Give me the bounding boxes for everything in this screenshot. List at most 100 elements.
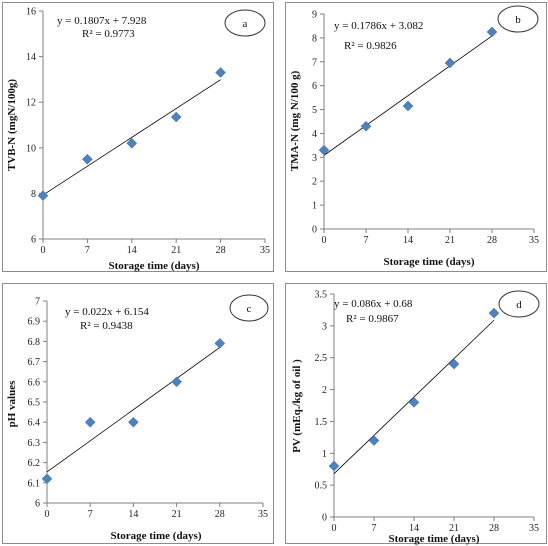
y-tick-label: 14 (26, 52, 36, 63)
y-tick-label: 7 (312, 57, 317, 68)
x-axis-label: Storage time (days) (383, 256, 474, 268)
x-tick-label: 0 (41, 245, 46, 256)
x-tick-label: 21 (172, 509, 182, 520)
data-point (402, 100, 414, 112)
x-tick-label: 21 (171, 245, 181, 256)
data-point (171, 376, 182, 388)
r-squared-label: R² = 0.9773 (82, 28, 135, 40)
x-tick-label: 0 (332, 523, 337, 534)
y-tick-label: 6.9 (28, 317, 41, 328)
y-tick-label: 7 (35, 297, 40, 308)
x-tick-label: 14 (127, 245, 137, 256)
data-point (318, 144, 330, 156)
data-point (488, 307, 500, 319)
y-tick-label: 1 (312, 201, 317, 212)
r-squared-label: R² = 0.9867 (346, 313, 399, 325)
y-tick-label: 6.3 (28, 438, 41, 449)
data-point (368, 435, 380, 446)
y-axis-label: TMA-N (mg N/100 g) (289, 70, 301, 171)
y-axis-label: TVB-N (mgN/100g) (6, 79, 18, 171)
y-tick-label: 0 (312, 225, 317, 236)
data-point (37, 190, 49, 202)
trendline (42, 79, 221, 196)
x-tick-label: 7 (364, 235, 369, 246)
y-tick-label: 8 (312, 33, 317, 44)
r-squared-label: R² = 0.9826 (344, 40, 397, 52)
data-point (444, 57, 456, 69)
y-tick-label: 6.8 (28, 337, 41, 348)
data-point (41, 473, 53, 485)
y-axis-label: PV (mEq./kg of oil ) (291, 359, 303, 453)
panel-letter-badge (229, 294, 269, 322)
y-tick-label: 1 (322, 449, 327, 460)
y-tick-label: 6.1 (28, 478, 41, 489)
y-tick-label: 2 (322, 385, 327, 396)
data-point (170, 111, 182, 123)
trendline-equation: y = 0.022x + 6.154 (65, 306, 149, 318)
y-tick-label: 1.5 (315, 417, 328, 428)
x-tick-label: 35 (529, 523, 539, 534)
x-tick-label: 14 (128, 509, 138, 520)
y-tick-label: 3 (312, 153, 317, 164)
x-tick-label: 28 (216, 245, 226, 256)
panel-letter: a (243, 18, 248, 30)
y-tick-label: 10 (26, 143, 36, 154)
y-tick-label: 4 (312, 129, 317, 140)
x-tick-label: 7 (372, 523, 377, 534)
data-point (126, 137, 138, 149)
y-tick-label: 9 (312, 10, 317, 21)
y-tick-label: 12 (26, 98, 36, 109)
panel-letter-badge (497, 5, 539, 33)
y-tick-label: 6 (31, 235, 36, 246)
chart-panel-d: 0 7 14 21 28 35 0 0.5 1 1.5 2 2.5 3 3.5 PV (mEq./kg o… (285, 283, 547, 545)
x-tick-label: 35 (529, 235, 539, 246)
data-point (408, 396, 420, 408)
x-tick-label: 21 (445, 235, 455, 246)
data-point (486, 26, 498, 38)
trendline (46, 347, 221, 473)
x-tick-label: 0 (322, 235, 327, 246)
data-point (82, 153, 93, 165)
y-tick-label: 2 (312, 177, 317, 188)
chart-c: 0 7 14 21 28 3566.16.26.36.46.56.66.76.86.97 … (6, 294, 269, 542)
trendline-equation: y = 0.1807x + 7.928 (57, 15, 147, 27)
chart-d: 0 7 14 21 28 35 0 0.5 1 1.5 2 2.5 3 3.5 PV (mEq./kg o… (291, 290, 540, 545)
x-tick-label: 14 (403, 235, 413, 246)
x-tick-label: 21 (449, 523, 459, 534)
y-tick-label: 6.7 (28, 357, 41, 368)
panel-letter: c (247, 303, 252, 315)
y-tick-label: 3.5 (315, 290, 328, 301)
y-tick-label: 6.6 (28, 377, 41, 388)
x-tick-label: 35 (260, 245, 270, 256)
panel-letter: b (515, 14, 521, 26)
x-axis-label: Storage time (days) (110, 530, 201, 542)
y-tick-label: 0 (322, 513, 327, 524)
x-tick-label: 28 (487, 235, 497, 246)
y-tick-label: 6 (35, 499, 40, 510)
x-tick-label: 35 (258, 509, 268, 520)
trendline-equation: y = 0.086x + 0.68 (334, 298, 413, 310)
x-tick-label: 0 (45, 509, 50, 520)
panel-letter: d (516, 299, 522, 311)
data-point (448, 358, 460, 370)
y-tick-label: 8 (31, 189, 36, 200)
y-tick-label: 16 (26, 7, 36, 18)
y-tick-label: 6 (312, 81, 317, 92)
x-tick-label: 28 (489, 523, 499, 534)
chart-panel-b: 0 7 14 21 28 35 0 1 2 3 4 5 6 7 8 9 TMA-N (mg N/100 g) … (285, 2, 547, 272)
panel-letter-badge (498, 290, 540, 318)
panel-letter-badge (224, 9, 266, 37)
data-point (84, 416, 96, 428)
x-tick-label: 7 (88, 509, 93, 520)
trendline (323, 35, 493, 156)
y-axis-label: pH values (6, 380, 18, 427)
y-tick-label: 6.4 (28, 418, 41, 429)
data-point (328, 460, 340, 472)
x-axis-label: Storage time (days) (388, 533, 479, 545)
data-point (215, 67, 226, 78)
data-point (360, 120, 372, 132)
x-tick-label: 7 (85, 245, 90, 256)
y-tick-label: 6.2 (28, 458, 41, 469)
y-tick-label: 6.5 (28, 398, 41, 409)
data-point (128, 416, 139, 428)
